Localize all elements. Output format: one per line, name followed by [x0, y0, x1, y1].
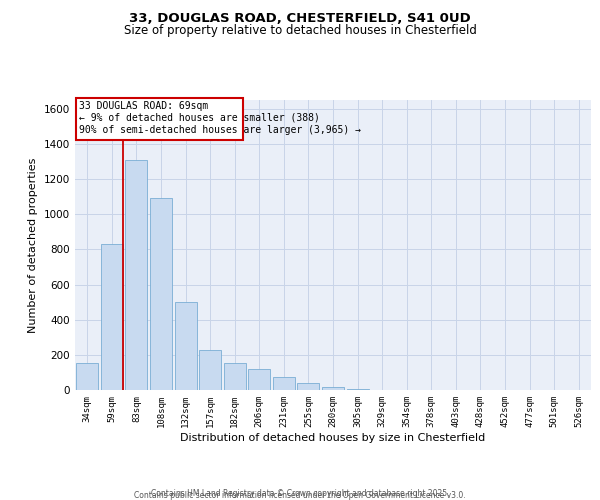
Bar — [347, 389, 368, 390]
Bar — [224, 363, 246, 390]
Bar — [175, 302, 197, 390]
Text: ← 9% of detached houses are smaller (388): ← 9% of detached houses are smaller (388… — [79, 112, 320, 122]
Bar — [273, 377, 295, 390]
Text: Contains public sector information licensed under the Open Government Licence v3: Contains public sector information licen… — [134, 491, 466, 500]
Text: Contains HM Land Registry data © Crown copyright and database right 2025.: Contains HM Land Registry data © Crown c… — [151, 488, 449, 498]
Text: 33 DOUGLAS ROAD: 69sqm: 33 DOUGLAS ROAD: 69sqm — [79, 101, 208, 111]
Bar — [298, 383, 319, 390]
Bar — [248, 369, 271, 390]
Bar — [76, 98, 244, 140]
Bar — [322, 387, 344, 390]
Text: Size of property relative to detached houses in Chesterfield: Size of property relative to detached ho… — [124, 24, 476, 37]
Text: 90% of semi-detached houses are larger (3,965) →: 90% of semi-detached houses are larger (… — [79, 125, 361, 135]
Bar — [125, 160, 148, 390]
Bar — [150, 198, 172, 390]
Y-axis label: Number of detached properties: Number of detached properties — [28, 158, 38, 332]
Bar — [101, 244, 123, 390]
Text: 33, DOUGLAS ROAD, CHESTERFIELD, S41 0UD: 33, DOUGLAS ROAD, CHESTERFIELD, S41 0UD — [129, 12, 471, 26]
Bar — [199, 350, 221, 390]
X-axis label: Distribution of detached houses by size in Chesterfield: Distribution of detached houses by size … — [181, 432, 485, 442]
Bar — [76, 363, 98, 390]
